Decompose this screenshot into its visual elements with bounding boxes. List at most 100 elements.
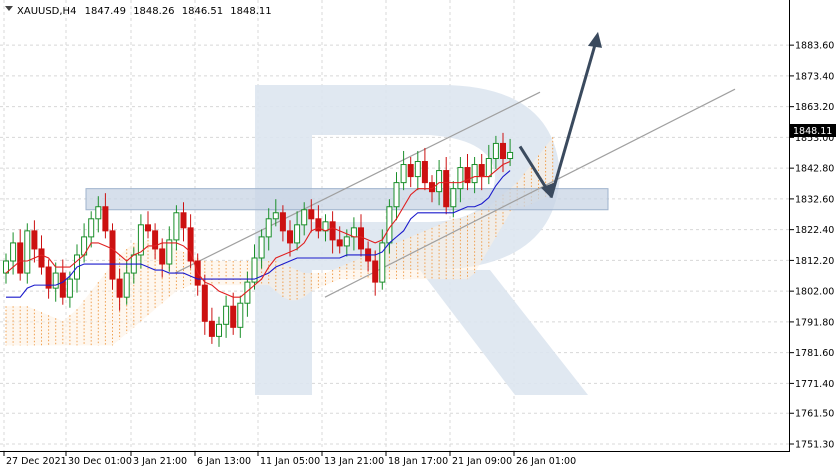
candle-body — [216, 323, 222, 337]
y-tick-label: 1802.00 — [795, 287, 834, 298]
candle-body — [478, 164, 485, 178]
candle-body — [407, 164, 414, 178]
candle-body — [258, 236, 265, 259]
candle-body — [436, 170, 443, 193]
candle-body — [294, 224, 301, 244]
high-value: 1848.26 — [133, 6, 174, 17]
candle-body — [66, 278, 73, 298]
candle-body — [137, 224, 144, 256]
candle-body — [45, 266, 52, 289]
channel-lower-line — [324, 88, 736, 298]
forecast-up-line — [549, 37, 599, 199]
candle-body — [379, 242, 386, 283]
candle-body — [272, 212, 279, 220]
y-tick-label: 1751.30 — [795, 440, 834, 451]
candle-body — [201, 284, 208, 322]
candle-body — [329, 221, 336, 241]
candle-body — [116, 278, 123, 298]
candle-body — [492, 142, 499, 160]
candle-body — [251, 257, 258, 283]
candle-body — [464, 167, 471, 184]
y-tick-label: 1883.60 — [795, 41, 834, 52]
x-tick-label: 30 Dec 01:00 — [68, 456, 132, 467]
x-tick-label: 13 Jan 21:00 — [324, 456, 384, 467]
candle-body — [31, 230, 38, 250]
ichimoku-lines — [5, 161, 511, 298]
x-tick-label: 11 Jan 05:00 — [260, 456, 320, 467]
price-channel — [174, 88, 736, 298]
candle-body — [173, 212, 180, 241]
candle-body — [443, 170, 450, 208]
symbol-label: XAUUSD,H4 — [17, 6, 76, 17]
candle-body — [471, 164, 478, 184]
candle-body — [59, 272, 66, 298]
x-tick-label: 27 Dec 2021 — [6, 456, 67, 467]
y-tick-label: 1863.20 — [795, 102, 834, 113]
cloud-fill — [6, 137, 553, 346]
candle-body — [166, 239, 173, 265]
y-tick-label: 1832.60 — [795, 194, 834, 205]
candle-body — [500, 142, 506, 160]
candle-body — [10, 242, 17, 262]
channel-upper-line — [174, 91, 541, 274]
candle-body — [336, 239, 343, 247]
candle-body — [159, 248, 166, 265]
candle-body — [450, 188, 457, 208]
x-tick-label: 6 Jan 13:00 — [197, 456, 251, 467]
current-price-label: 1848.11 — [790, 124, 836, 137]
candle-body — [372, 260, 379, 283]
x-axis-ticks: 27 Dec 2021 30 Dec 01:00 3 Jan 21:00 6 Jan … — [3, 452, 576, 467]
candle-body — [308, 209, 315, 220]
y-tick-label: 1812.20 — [795, 256, 834, 267]
candle-body — [88, 218, 95, 238]
svg-text:XAUUSD,H4 1847.49: XAUUSD,H4 1847.49 1848.26 1846.51 1848.1… — [17, 6, 272, 17]
open-value: 1847.49 — [85, 6, 126, 17]
candle-body — [230, 305, 237, 328]
candle-body — [180, 212, 187, 229]
candle-body — [322, 221, 329, 232]
x-tick-label: 18 Jan 17:00 — [388, 456, 448, 467]
y-tick-label: 1791.80 — [795, 317, 834, 328]
forecast-arrows — [518, 31, 602, 199]
y-tick-label: 1822.40 — [795, 225, 834, 236]
x-tick-label: 21 Jan 09:00 — [452, 456, 512, 467]
arrow-up-icon — [588, 31, 602, 48]
candle-body — [24, 230, 31, 274]
tenkan-line — [5, 161, 511, 298]
y-tick-label: 1853.00 — [795, 133, 834, 144]
candle-body — [279, 212, 286, 232]
candle-body — [315, 218, 322, 232]
candle-body — [95, 206, 102, 220]
candle-body — [400, 164, 407, 184]
dropdown-triangle-icon[interactable] — [5, 6, 13, 11]
candle-body — [350, 227, 357, 238]
candle-body — [457, 167, 464, 190]
current-price-text: 1848.11 — [793, 126, 832, 137]
candle-body — [414, 161, 421, 178]
candle-body — [358, 227, 364, 250]
x-tick-label: 3 Jan 21:00 — [133, 456, 187, 467]
candlesticks — [3, 132, 514, 347]
candle-body — [52, 272, 59, 289]
candle-body — [38, 248, 45, 268]
candle-body — [223, 305, 230, 325]
support-zone — [85, 188, 609, 211]
candle-body — [301, 209, 308, 226]
candle-body — [507, 151, 514, 160]
candle-body — [393, 182, 400, 208]
candle-body — [265, 218, 272, 238]
y-tick-label: 1771.40 — [795, 379, 834, 390]
y-tick-label: 1761.50 — [795, 409, 834, 420]
candle-body — [287, 230, 293, 244]
candle-body — [421, 161, 428, 184]
candle-body — [208, 320, 215, 337]
candle-body — [123, 272, 130, 298]
candle-body — [109, 230, 116, 280]
x-tick-label: 26 Jan 01:00 — [516, 456, 576, 467]
y-tick-label: 1781.60 — [795, 348, 834, 359]
candle-body — [343, 236, 350, 247]
candle-body — [17, 242, 24, 274]
candle-body — [145, 224, 151, 232]
low-value: 1846.51 — [182, 6, 223, 17]
